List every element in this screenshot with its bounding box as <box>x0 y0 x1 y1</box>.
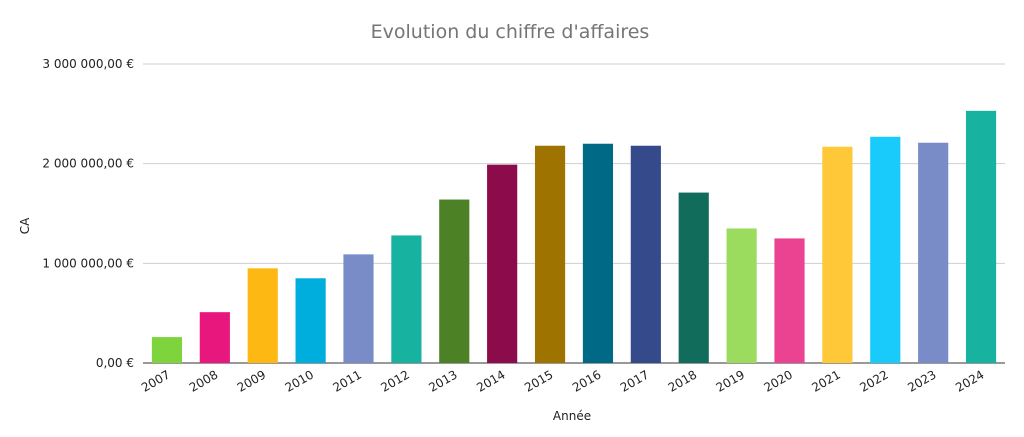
bar-2021 <box>822 146 853 363</box>
bar-2010 <box>295 278 326 363</box>
bar-2011 <box>343 254 374 363</box>
x-tick-label: 2012 <box>378 367 411 394</box>
gridlines <box>143 63 1005 364</box>
bar-2018 <box>678 192 709 363</box>
y-tick-label: 3 000 000,00 € <box>42 57 134 71</box>
y-tick-label: 1 000 000,00 € <box>42 256 134 270</box>
bar-2024 <box>965 110 997 364</box>
x-axis-title: Année <box>553 409 591 423</box>
x-tick-label: 2024 <box>953 367 986 394</box>
x-tick-label: 2013 <box>426 367 459 394</box>
x-tick-label: 2020 <box>762 367 795 394</box>
y-axis-title: CA <box>18 217 32 234</box>
bar-2014 <box>487 164 518 363</box>
x-tick-label: 2011 <box>331 367 364 394</box>
y-axis-ticks: 0,00 € 1 000 000,00 € 2 000 000,00 € 3 000 … <box>42 57 134 370</box>
bar-2017 <box>630 145 661 363</box>
bar-2009 <box>247 268 278 363</box>
bar-2020 <box>774 238 805 363</box>
x-tick-label: 2018 <box>666 367 699 394</box>
bar-2022 <box>870 136 901 363</box>
x-axis-ticks: 2007 2008 2009 2010 2011 2012 2013 2014 2015 2016… <box>139 367 987 394</box>
bar-2012 <box>391 235 422 363</box>
x-tick-label: 2009 <box>235 367 268 394</box>
bar-2016 <box>582 143 614 363</box>
bar-2008 <box>199 312 230 363</box>
x-tick-label: 2014 <box>474 367 507 394</box>
y-tick-label: 2 000 000,00 € <box>42 157 134 171</box>
x-tick-label: 2008 <box>187 367 220 394</box>
bar-2019 <box>726 228 757 363</box>
bars <box>151 110 997 364</box>
bar-2013 <box>439 199 470 363</box>
x-tick-label: 2007 <box>139 367 172 394</box>
x-tick-label: 2016 <box>570 367 603 394</box>
x-tick-label: 2019 <box>714 367 747 394</box>
x-tick-label: 2017 <box>618 367 651 394</box>
x-tick-label: 2015 <box>522 367 555 394</box>
y-tick-label: 0,00 € <box>96 356 134 370</box>
bar-2023 <box>918 142 949 363</box>
x-tick-label: 2021 <box>809 367 842 394</box>
x-tick-label: 2022 <box>857 367 890 394</box>
x-tick-label: 2023 <box>905 367 938 394</box>
bar-2015 <box>534 145 566 363</box>
bar-2007 <box>151 337 183 363</box>
x-tick-label: 2010 <box>283 367 316 394</box>
chart-title: Evolution du chiffre d'affaires <box>371 21 650 43</box>
